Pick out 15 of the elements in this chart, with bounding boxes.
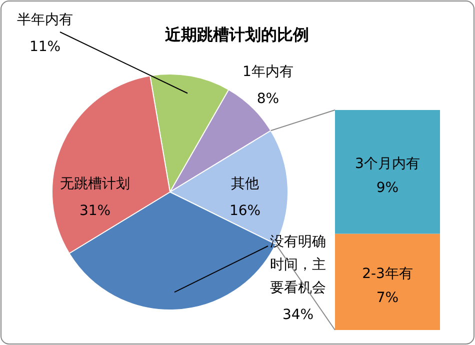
slice-label: 半年内有 <box>17 12 73 28</box>
data-label: 31% <box>79 203 111 219</box>
slice-label: 其他 <box>231 176 259 192</box>
slice-label: 无跳槽计划 <box>60 176 130 192</box>
text: 近期跳槽计划的比例 <box>164 25 309 44</box>
slice-label: 1年内有 <box>242 64 294 80</box>
data-label: 7% <box>376 290 399 306</box>
series-label: 2-3年有 <box>362 266 413 282</box>
data-label: 9% <box>376 180 399 196</box>
data-label: 34% <box>282 307 314 323</box>
slice-label: 没有明确时间，主要看机会 <box>270 234 326 296</box>
series-label: 3个月内有 <box>355 156 420 172</box>
data-label: 8% <box>256 91 280 107</box>
data-label: 16% <box>229 203 261 219</box>
data-label: 11% <box>29 39 61 55</box>
